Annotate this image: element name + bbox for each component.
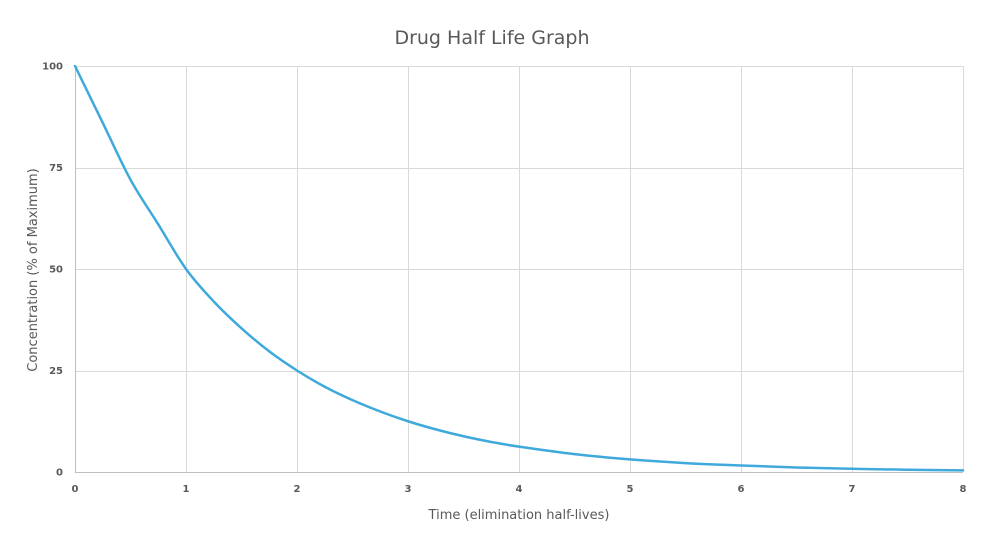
chart-title: Drug Half Life Graph xyxy=(394,27,589,49)
x-tick-label: 5 xyxy=(627,484,634,495)
series-line xyxy=(73,64,965,472)
gridlines xyxy=(75,66,964,472)
y-tick-label: 0 xyxy=(56,468,63,479)
y-axis-label: Concentration (% of Maximum) xyxy=(26,168,41,371)
series xyxy=(73,64,965,472)
x-tick-label: 0 xyxy=(72,484,79,495)
x-tick-label: 1 xyxy=(183,484,190,495)
y-tick-label: 100 xyxy=(42,62,63,73)
x-tick-label: 4 xyxy=(516,484,523,495)
x-tick-label: 3 xyxy=(405,484,412,495)
y-tick-label: 50 xyxy=(49,265,63,276)
x-axis-label: Time (elimination half-lives) xyxy=(428,508,610,523)
x-tick-label: 8 xyxy=(960,484,967,495)
x-tick-label: 6 xyxy=(738,484,745,495)
y-tick-label: 25 xyxy=(49,366,63,377)
x-tick-label: 2 xyxy=(294,484,301,495)
axes xyxy=(75,66,963,473)
y-tick-label: 75 xyxy=(49,163,63,174)
tick-labels: 0 1 2 3 4 5 6 7 8 0 25 50 75 100 xyxy=(42,62,966,496)
x-tick-label: 7 xyxy=(849,484,856,495)
